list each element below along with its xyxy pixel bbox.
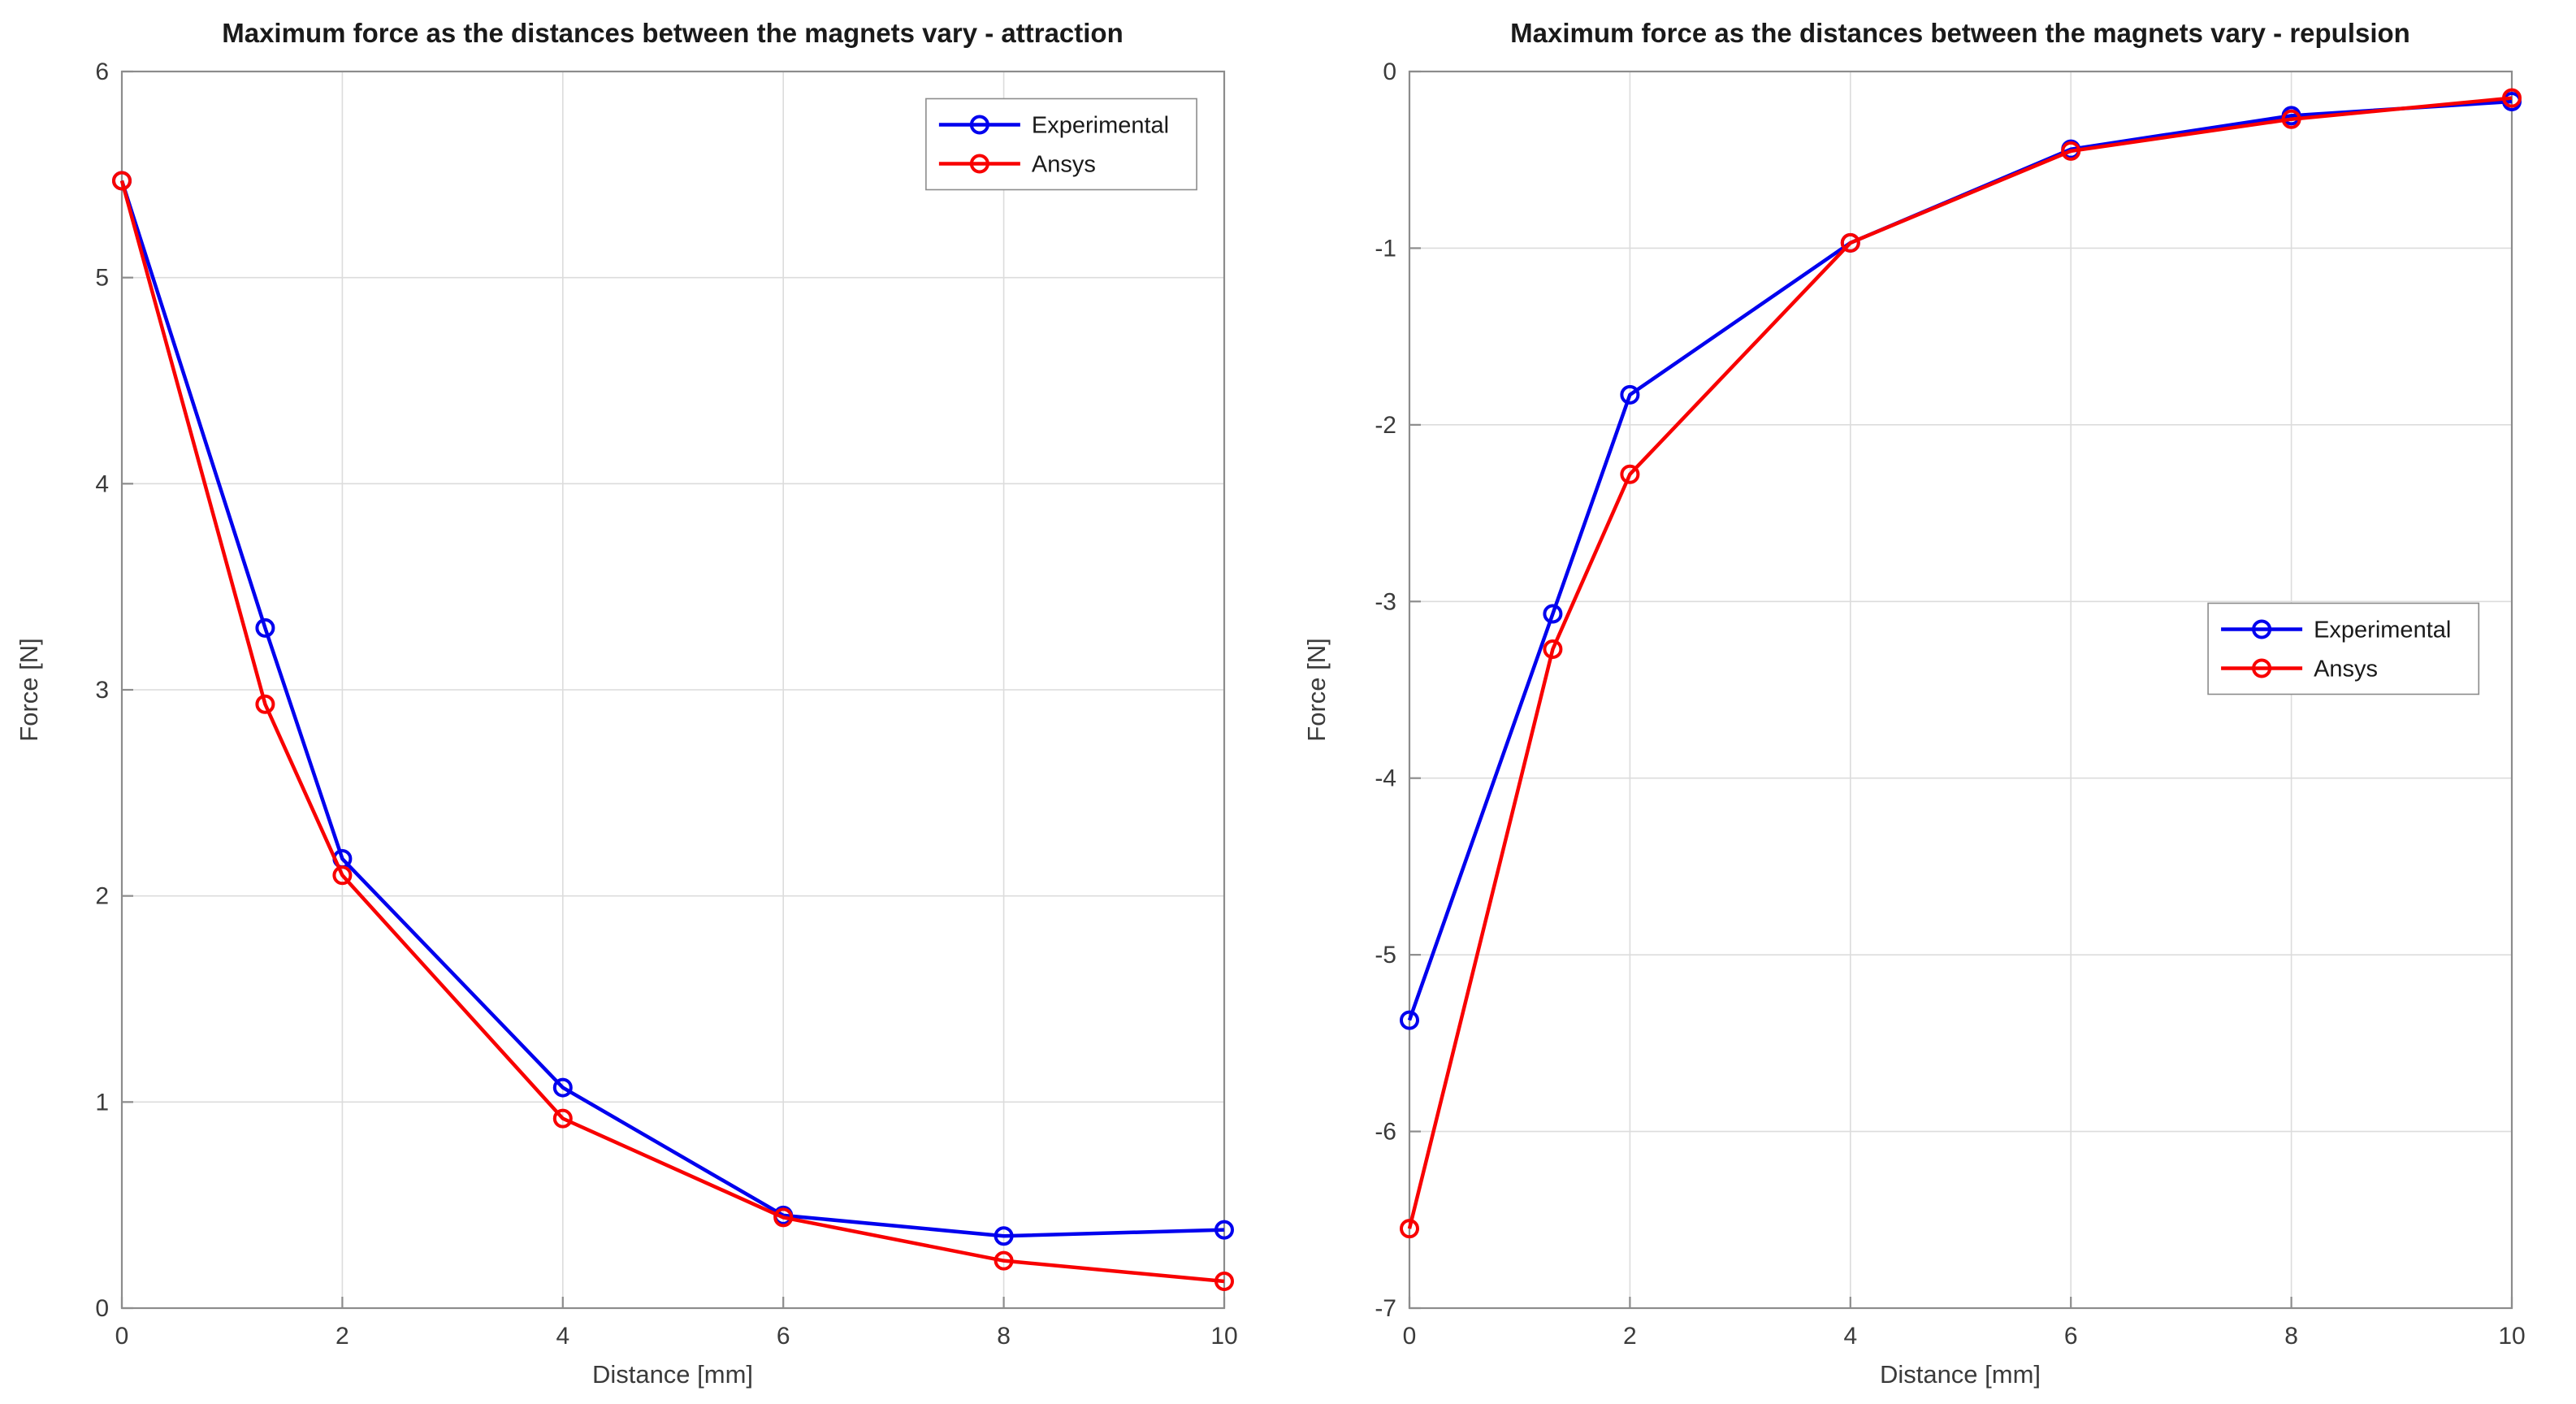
repulsion-y-axis-label: Force [N]	[1302, 638, 1331, 741]
legend-label: Experimental	[1032, 112, 1169, 138]
experimental-marker	[1543, 604, 1563, 624]
x-tick-label: 10	[2498, 1323, 2525, 1350]
legend-box	[2207, 602, 2480, 696]
axes-box	[1408, 70, 2513, 1310]
repulsion-chart-title: Maximum force as the distances between t…	[1510, 18, 2410, 48]
x-tick-label: 8	[2284, 1323, 2298, 1350]
y-tick-label: -4	[1375, 765, 1396, 792]
ansys-line	[119, 180, 1225, 1284]
y-tick-label: -5	[1375, 942, 1396, 968]
ansys-marker	[552, 1108, 573, 1129]
ansys-marker	[2502, 88, 2522, 108]
ansys-marker	[255, 694, 275, 714]
y-tick-label: 0	[95, 1295, 109, 1322]
legend-marker-sample	[2252, 619, 2272, 639]
repulsion-chart: 0 2 4 6 8 10 -7 -6 -5 -4 -3 -2 -1 0 Experimental Ansys …	[1288, 0, 2575, 1404]
experimental-marker	[1620, 384, 1640, 405]
experimental-marker	[1400, 1010, 1419, 1030]
y-tick-label: 5	[95, 265, 109, 292]
legend-label: Ansys	[1032, 151, 1096, 177]
y-tick-label: -3	[1375, 588, 1396, 615]
x-tick-label: 2	[336, 1323, 349, 1350]
ansys-marker	[994, 1250, 1014, 1271]
x-tick-label: 8	[997, 1323, 1011, 1350]
ansys-marker	[2281, 109, 2301, 129]
legend-box	[925, 98, 1197, 191]
ansys-marker	[1214, 1272, 1234, 1292]
x-tick-label: 6	[2064, 1323, 2078, 1350]
repulsion-plot-layer: 0 2 4 6 8 10 -7 -6 -5 -4 -3 -2 -1 0 Experimental Ansys	[1375, 58, 2525, 1350]
legend-marker-sample	[2252, 658, 2272, 678]
y-tick-label: -6	[1375, 1119, 1396, 1146]
ansys-marker	[1620, 464, 1640, 484]
y-tick-label: -1	[1375, 235, 1396, 262]
y-tick-label: 2	[95, 883, 109, 910]
ansys-marker	[1840, 232, 1860, 253]
ansys-marker	[1543, 639, 1563, 659]
legend-label: Ansys	[2314, 656, 2378, 682]
x-tick-label: 4	[556, 1323, 569, 1350]
experimental-marker	[255, 618, 275, 638]
x-tick-label: 6	[777, 1323, 790, 1350]
y-tick-label: 1	[95, 1089, 109, 1116]
x-tick-label: 2	[1623, 1323, 1637, 1350]
y-tick-label: 3	[95, 677, 109, 704]
experimental-marker	[552, 1077, 573, 1098]
legend-marker-sample	[969, 154, 989, 174]
attraction-x-axis-label: Distance [mm]	[592, 1360, 753, 1389]
attraction-chart: 0 2 4 6 8 10 0 1 2 3 4 5 6 Experimental Ansys Maximum …	[15, 18, 1238, 1389]
repulsion-plot-svg: 0 2 4 6 8 10-7-6-5-4-3-2-10ExperimentalAnsys …	[1302, 18, 2526, 1389]
experimental-line	[1407, 99, 2513, 1021]
experimental-line	[119, 180, 1225, 1238]
repulsion-x-axis-label: Distance [mm]	[1880, 1360, 2041, 1389]
ansys-marker	[112, 171, 132, 191]
attraction-plot-svg: 0 2 4 6 8 10 0 1 2 3 4 5 6 Experimental Ansys Maximum …	[15, 18, 1238, 1389]
y-tick-label: 4	[95, 470, 109, 497]
y-tick-label: 0	[1383, 58, 1396, 85]
y-tick-label: 6	[95, 58, 109, 85]
legend-marker-sample	[969, 115, 989, 135]
ansys-marker	[1400, 1219, 1419, 1239]
x-tick-label: 10	[1210, 1323, 1237, 1350]
ansys-marker	[773, 1207, 794, 1228]
x-tick-label: 0	[115, 1323, 129, 1350]
y-tick-label: -2	[1375, 412, 1396, 439]
ansys-line	[1407, 96, 2513, 1229]
y-tick-label: -7	[1375, 1295, 1396, 1322]
experimental-marker	[1214, 1220, 1234, 1240]
ansys-marker	[2061, 141, 2081, 161]
x-tick-label: 0	[1403, 1323, 1417, 1350]
legend-label: Experimental	[2314, 617, 2451, 643]
attraction-y-axis-label: Force [N]	[15, 638, 43, 741]
experimental-marker	[994, 1226, 1014, 1246]
attraction-chart-title: Maximum force as the distances between t…	[222, 18, 1123, 48]
x-tick-label: 4	[1843, 1323, 1857, 1350]
ansys-marker	[332, 865, 353, 886]
attraction-plot-layer: 0 2 4 6 8 10 0 1 2 3 4 5 6 Experimental Ansys	[95, 58, 1237, 1350]
